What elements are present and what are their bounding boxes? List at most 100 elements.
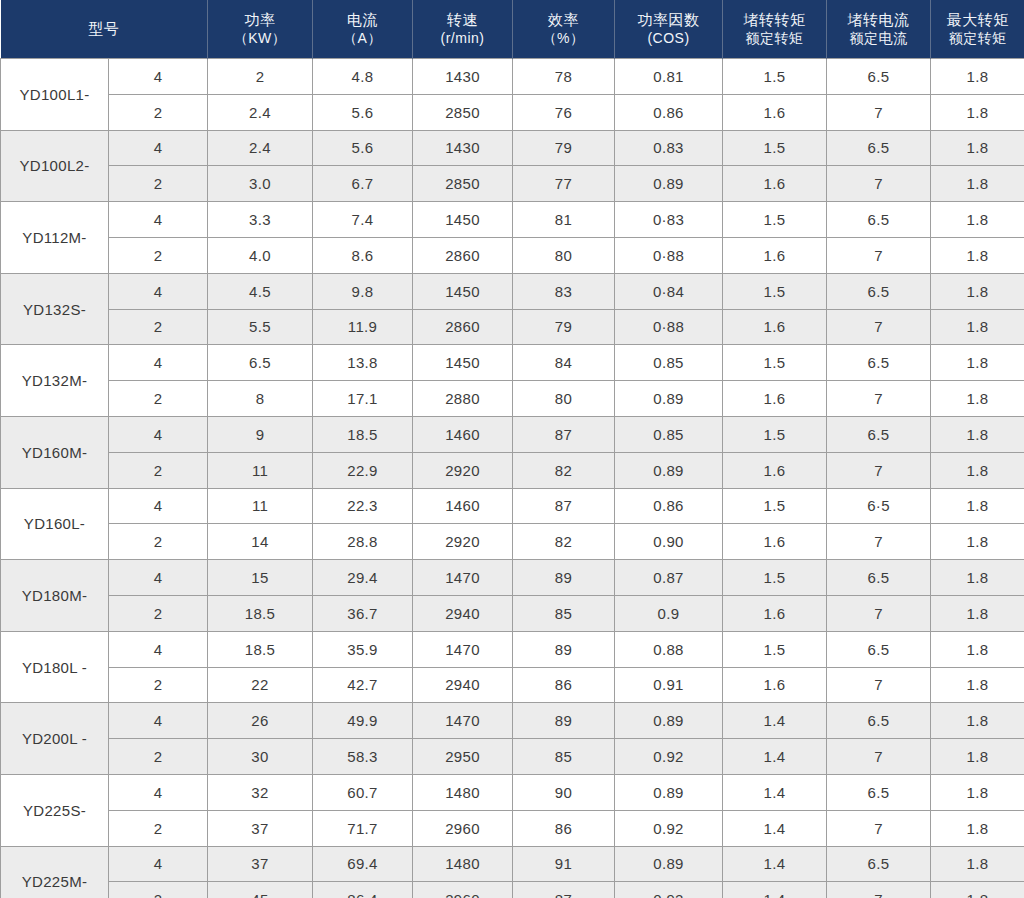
current-cell: 9.8 xyxy=(313,273,413,309)
lock-torque-cell: 1.5 xyxy=(723,560,827,596)
max-torque-cell: 1.8 xyxy=(931,595,1024,631)
power-cell: 18.5 xyxy=(208,631,313,667)
poles-cell: 4 xyxy=(109,202,208,238)
current-cell: 22.3 xyxy=(313,488,413,524)
current-cell: 86.4 xyxy=(313,882,413,898)
lock-torque-cell: 1.4 xyxy=(723,703,827,739)
header-speed: 转速(r/min) xyxy=(413,0,513,59)
efficiency-cell: 82 xyxy=(513,452,615,488)
lock-current-cell: 7 xyxy=(827,667,931,703)
lock-current-cell: 7 xyxy=(827,166,931,202)
max-torque-cell: 1.8 xyxy=(931,59,1024,95)
power-cell: 37 xyxy=(208,846,313,882)
lock-torque-cell: 1.5 xyxy=(723,631,827,667)
poles-cell: 4 xyxy=(109,130,208,166)
max-torque-cell: 1.8 xyxy=(931,631,1024,667)
lock-current-cell: 6.5 xyxy=(827,846,931,882)
speed-cell: 1460 xyxy=(413,488,513,524)
lock-current-cell: 7 xyxy=(827,524,931,560)
current-cell: 13.8 xyxy=(313,345,413,381)
header-lock-current-ratio: 堵转电流额定电流 xyxy=(827,0,931,59)
max-torque-cell: 1.8 xyxy=(931,166,1024,202)
cos-cell: 0.89 xyxy=(615,452,723,488)
max-torque-cell: 1.8 xyxy=(931,273,1024,309)
speed-cell: 1430 xyxy=(413,59,513,95)
max-torque-cell: 1.8 xyxy=(931,381,1024,417)
cos-cell: 0.91 xyxy=(615,667,723,703)
lock-torque-cell: 1.6 xyxy=(723,309,827,345)
efficiency-cell: 90 xyxy=(513,774,615,810)
efficiency-cell: 80 xyxy=(513,381,615,417)
header-power: 功率（KW） xyxy=(208,0,313,59)
power-cell: 4.0 xyxy=(208,237,313,273)
poles-cell: 4 xyxy=(109,488,208,524)
lock-current-cell: 6.5 xyxy=(827,703,931,739)
table-header: 型号 功率（KW） 电流（A） 转速(r/min) 效率（%） 功率因数(COS… xyxy=(1,0,1024,59)
lock-torque-cell: 1.5 xyxy=(723,416,827,452)
power-cell: 32 xyxy=(208,774,313,810)
table-row: YD180L -418.535.91470890.881.56.51.8 xyxy=(1,631,1024,667)
model-cell: YD160L- xyxy=(1,488,109,560)
speed-cell: 1430 xyxy=(413,130,513,166)
speed-cell: 2940 xyxy=(413,595,513,631)
header-lock-torque-ratio: 堵转转矩额定转矩 xyxy=(723,0,827,59)
poles-cell: 2 xyxy=(109,309,208,345)
poles-cell: 2 xyxy=(109,524,208,560)
max-torque-cell: 1.8 xyxy=(931,202,1024,238)
lock-current-cell: 7 xyxy=(827,882,931,898)
poles-cell: 4 xyxy=(109,560,208,596)
max-torque-cell: 1.8 xyxy=(931,309,1024,345)
power-cell: 45 xyxy=(208,882,313,898)
current-cell: 11.9 xyxy=(313,309,413,345)
lock-current-cell: 6.5 xyxy=(827,345,931,381)
table-row: 218.536.72940850.91.671.8 xyxy=(1,595,1024,631)
power-cell: 9 xyxy=(208,416,313,452)
lock-torque-cell: 1.6 xyxy=(723,381,827,417)
poles-cell: 2 xyxy=(109,452,208,488)
lock-torque-cell: 1.6 xyxy=(723,166,827,202)
lock-current-cell: 7 xyxy=(827,309,931,345)
efficiency-cell: 86 xyxy=(513,810,615,846)
efficiency-cell: 89 xyxy=(513,703,615,739)
power-cell: 22 xyxy=(208,667,313,703)
power-cell: 8 xyxy=(208,381,313,417)
poles-cell: 4 xyxy=(109,416,208,452)
speed-cell: 1480 xyxy=(413,774,513,810)
cos-cell: 0.9 xyxy=(615,595,723,631)
lock-current-cell: 7 xyxy=(827,595,931,631)
power-cell: 26 xyxy=(208,703,313,739)
max-torque-cell: 1.8 xyxy=(931,524,1024,560)
poles-cell: 4 xyxy=(109,846,208,882)
cos-cell: 0.90 xyxy=(615,524,723,560)
max-torque-cell: 1.8 xyxy=(931,739,1024,775)
table-row: YD225S-43260.71480900.891.46.51.8 xyxy=(1,774,1024,810)
cos-cell: 0.89 xyxy=(615,846,723,882)
current-cell: 7.4 xyxy=(313,202,413,238)
current-cell: 22.9 xyxy=(313,452,413,488)
speed-cell: 1480 xyxy=(413,846,513,882)
lock-torque-cell: 1.5 xyxy=(723,130,827,166)
table-row: 21122.92920820.891.671.8 xyxy=(1,452,1024,488)
lock-torque-cell: 1.6 xyxy=(723,524,827,560)
current-cell: 35.9 xyxy=(313,631,413,667)
lock-torque-cell: 1.6 xyxy=(723,595,827,631)
power-cell: 2 xyxy=(208,59,313,95)
lock-current-cell: 6.5 xyxy=(827,59,931,95)
max-torque-cell: 1.8 xyxy=(931,452,1024,488)
cos-cell: 0.87 xyxy=(615,560,723,596)
current-cell: 18.5 xyxy=(313,416,413,452)
lock-torque-cell: 1.6 xyxy=(723,237,827,273)
table-row: 22.45.62850760.861.671.8 xyxy=(1,94,1024,130)
efficiency-cell: 81 xyxy=(513,202,615,238)
cos-cell: 0.85 xyxy=(615,345,723,381)
table-row: YD160L-41122.31460870.861.56·51.8 xyxy=(1,488,1024,524)
efficiency-cell: 85 xyxy=(513,595,615,631)
model-cell: YD225S- xyxy=(1,774,109,846)
model-cell: YD112M- xyxy=(1,202,109,274)
cos-cell: 0.83 xyxy=(615,130,723,166)
current-cell: 29.4 xyxy=(313,560,413,596)
power-cell: 6.5 xyxy=(208,345,313,381)
poles-cell: 4 xyxy=(109,345,208,381)
max-torque-cell: 1.8 xyxy=(931,810,1024,846)
table-row: 25.511.92860790·881.671.8 xyxy=(1,309,1024,345)
